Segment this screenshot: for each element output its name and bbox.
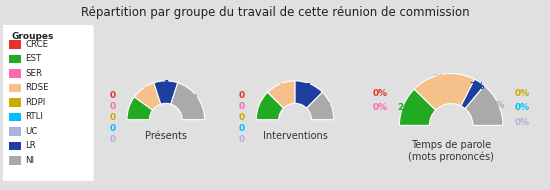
Bar	[9, 40, 21, 49]
Text: 24%: 24%	[397, 103, 419, 112]
Text: RDSE: RDSE	[25, 83, 49, 92]
Text: 1: 1	[259, 102, 266, 111]
Text: 0%: 0%	[372, 103, 387, 112]
Wedge shape	[306, 92, 334, 120]
Wedge shape	[256, 92, 284, 120]
Wedge shape	[465, 86, 503, 125]
Text: 0%: 0%	[515, 118, 530, 127]
Text: NI: NI	[25, 156, 35, 165]
Text: 0: 0	[238, 113, 245, 122]
Text: 0%: 0%	[515, 103, 530, 112]
Text: 1: 1	[129, 104, 135, 113]
Text: Groupes: Groupes	[12, 32, 54, 41]
Text: 1: 1	[305, 82, 312, 92]
Text: Présents: Présents	[145, 131, 187, 141]
FancyBboxPatch shape	[1, 23, 95, 184]
Text: 1: 1	[324, 102, 331, 111]
Text: 0: 0	[109, 102, 116, 111]
Wedge shape	[268, 81, 295, 108]
Wedge shape	[461, 79, 485, 109]
Text: 0: 0	[238, 102, 245, 111]
Bar	[9, 142, 21, 150]
Text: 0: 0	[238, 135, 245, 144]
Bar	[9, 98, 21, 107]
Wedge shape	[295, 81, 322, 108]
Text: 7%: 7%	[469, 82, 485, 91]
Wedge shape	[414, 74, 475, 110]
Text: 0: 0	[109, 91, 116, 100]
Bar	[9, 156, 21, 165]
Text: 0%: 0%	[515, 89, 530, 98]
Text: LR: LR	[25, 141, 36, 150]
Bar	[9, 84, 21, 92]
Wedge shape	[154, 81, 178, 104]
Text: 0%: 0%	[372, 89, 387, 98]
Bar	[9, 113, 21, 121]
Text: Répartition par groupe du travail de cette réunion de commission: Répartition par groupe du travail de cet…	[81, 6, 469, 19]
Text: EST: EST	[25, 54, 42, 63]
Text: 27%: 27%	[483, 101, 505, 110]
Text: RDPI: RDPI	[25, 98, 46, 107]
Text: 0: 0	[109, 135, 116, 144]
Text: SER: SER	[25, 69, 42, 78]
Bar	[9, 127, 21, 136]
Text: 0: 0	[238, 124, 245, 133]
Bar	[9, 55, 21, 63]
Text: 1: 1	[278, 82, 285, 92]
Text: CRCE: CRCE	[25, 40, 48, 49]
Text: 0: 0	[109, 124, 116, 133]
Wedge shape	[399, 89, 436, 125]
Wedge shape	[127, 97, 152, 120]
Text: 0: 0	[238, 91, 245, 100]
Text: 0: 0	[109, 113, 116, 122]
Text: 1: 1	[163, 80, 169, 89]
Text: UC: UC	[25, 127, 38, 136]
Bar	[9, 69, 21, 78]
Wedge shape	[134, 83, 161, 110]
Text: 1: 1	[142, 87, 148, 96]
Text: 39%: 39%	[433, 74, 454, 83]
Text: Temps de parole
(mots prononcés): Temps de parole (mots prononcés)	[408, 140, 494, 162]
Text: 2: 2	[191, 94, 197, 103]
Text: RTLI: RTLI	[25, 112, 43, 121]
Wedge shape	[171, 83, 205, 120]
Text: Interventions: Interventions	[262, 131, 327, 141]
